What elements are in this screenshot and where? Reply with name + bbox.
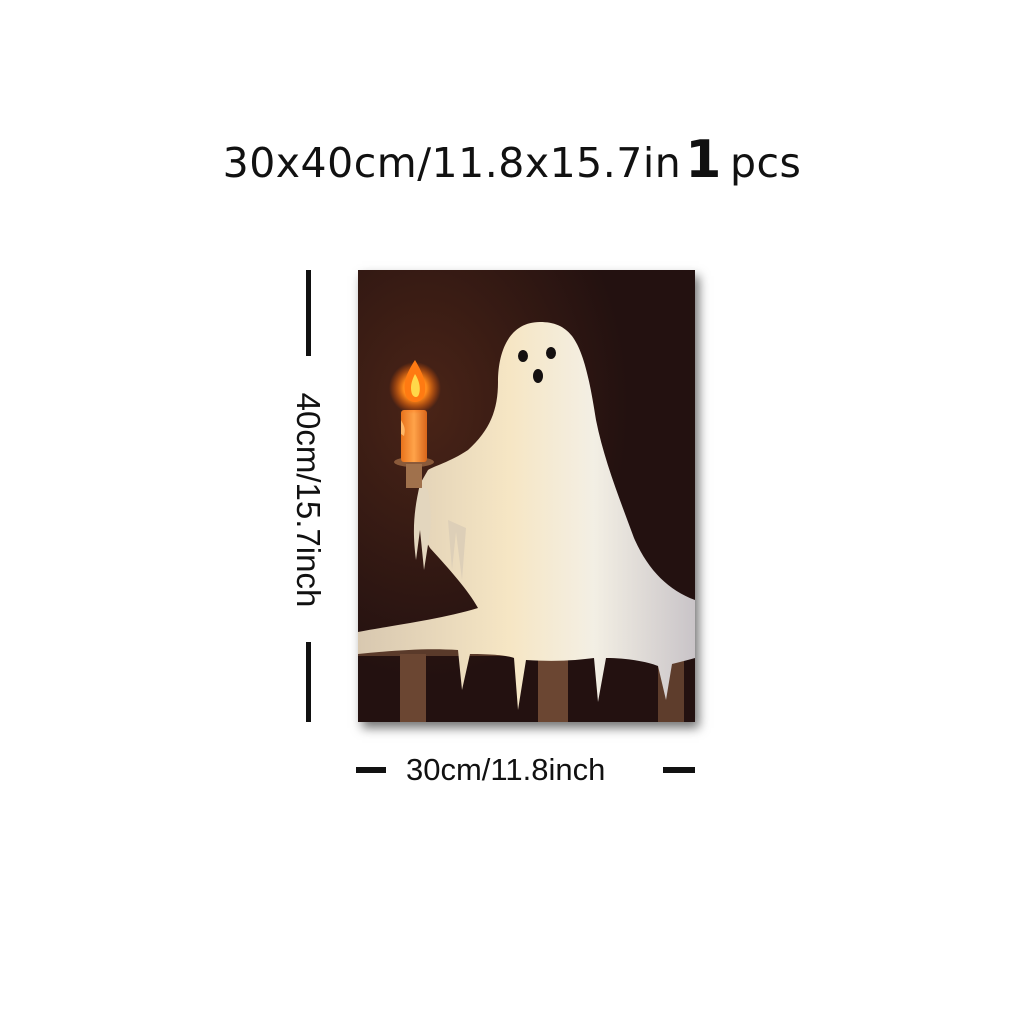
quantity-number: 1 — [685, 130, 722, 190]
quantity-unit: pcs — [729, 139, 802, 187]
ghost-right-eye — [546, 347, 556, 359]
height-dimension-label: 40cm/15.7inch — [290, 392, 327, 608]
ghost-arm-drip — [413, 484, 431, 570]
width-dimension-line-right — [663, 767, 695, 773]
size-text: 30x40cm/11.8x15.7in — [222, 139, 682, 187]
ghost-candle-painting — [358, 270, 695, 722]
ghost-sheet — [358, 322, 695, 710]
ghost-mouth — [533, 369, 543, 383]
canvas-print-artwork — [358, 270, 695, 722]
height-dimension-line-top — [306, 270, 311, 356]
ghost-drips — [448, 520, 466, 580]
candle — [401, 410, 427, 462]
height-dimension-line-bottom — [306, 642, 311, 722]
width-dimension-line-left — [356, 767, 386, 773]
width-dimension-label: 30cm/11.8inch — [406, 752, 606, 787]
product-size-heading: 30x40cm/11.8x15.7in 1 pcs — [0, 130, 1024, 200]
ghost-left-eye — [518, 350, 528, 362]
